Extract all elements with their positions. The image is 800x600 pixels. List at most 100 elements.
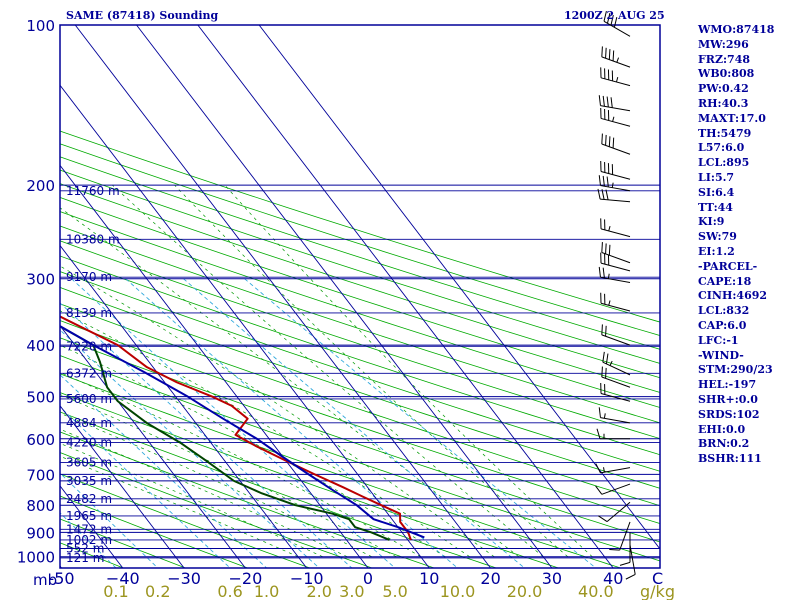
- height-label: 1472 m: [66, 522, 112, 536]
- wind-barb: [600, 292, 631, 312]
- wind-barb-feather: [606, 12, 611, 24]
- dry-adiabat: [60, 495, 248, 568]
- moist-adiabat: [224, 184, 593, 557]
- index-item: WMO:87418: [698, 23, 775, 36]
- index-item: TT:44: [698, 200, 733, 214]
- index-item: PW:0.42: [698, 82, 749, 96]
- wind-barb-staff: [601, 252, 631, 264]
- dry-adiabat: [60, 411, 497, 568]
- index-item: SRDS:102: [698, 407, 760, 421]
- mixing-ratio-label: 0.6: [217, 582, 242, 600]
- wind-barb-staff: [600, 228, 631, 238]
- wind-barb-feather: [601, 189, 605, 200]
- height-label: 1965 m: [66, 509, 112, 523]
- temperature-label: 20: [480, 569, 500, 588]
- mixing-ratio-unit-label: g/kg: [640, 582, 675, 600]
- index-item: -PARCEL-: [698, 259, 758, 273]
- wind-barb-feather: [609, 548, 620, 551]
- index-item: BRN:0.2: [698, 437, 750, 451]
- wind-barb-staff: [601, 376, 631, 388]
- wind-barb-feather: [597, 188, 601, 200]
- wind-barb: [598, 407, 631, 424]
- isotherm: [60, 324, 246, 568]
- pressure-label: 1000: [17, 549, 55, 567]
- wind-barb: [601, 46, 631, 68]
- isotherm: [60, 405, 185, 568]
- height-label: 8139 m: [66, 306, 112, 320]
- mixing-ratio-label: 0.1: [103, 582, 128, 600]
- wind-barb-half-feather: [616, 57, 620, 63]
- wind-barb-feather: [606, 176, 609, 188]
- mixing-ratio-line: [244, 278, 597, 568]
- pressure-unit-label: mb: [33, 571, 57, 589]
- parcel-profile: [60, 325, 425, 539]
- index-item: SW:79: [698, 230, 737, 244]
- wind-barb-staff: [602, 361, 631, 376]
- dry-adiabat: [60, 183, 660, 379]
- pressure-label: 700: [26, 466, 55, 484]
- mixing-ratio-label: 2.0: [307, 582, 332, 600]
- index-item: CAP:6.0: [698, 318, 747, 332]
- index-item: STM:290/23: [698, 363, 773, 377]
- wind-barb: [597, 188, 631, 203]
- wind-barb-staff: [600, 467, 631, 474]
- wind-barb: [598, 501, 631, 522]
- pressure-label: 200: [26, 177, 55, 195]
- index-item: MAXT:17.0: [698, 111, 766, 125]
- dry-adiabat: [60, 473, 310, 568]
- moist-adiabat: [112, 184, 544, 558]
- index-item: RH:40.3: [698, 96, 749, 110]
- mixing-ratio-line: [183, 278, 525, 568]
- wind-barb: [625, 544, 636, 580]
- moist-adiabat: [60, 412, 372, 558]
- wind-barb-feather: [598, 175, 601, 186]
- station-title: SAME (87418) Sounding: [66, 9, 219, 22]
- wind-barb-feather: [625, 573, 636, 580]
- wind-barb-feather: [601, 242, 603, 253]
- wind-barb: [598, 95, 631, 112]
- mixing-ratio-label: 10.0: [440, 582, 476, 600]
- wind-barb: [603, 10, 631, 37]
- index-item: SHR+:0.0: [698, 392, 758, 406]
- dry-adiabat: [60, 271, 660, 472]
- wind-barb-feather: [612, 137, 615, 149]
- wind-barb-staff: [619, 521, 631, 551]
- mixing-ratio-label: 20.0: [507, 582, 543, 600]
- index-item: -WIND-: [698, 348, 744, 362]
- wind-barb-staff: [600, 392, 631, 402]
- pressure-label: 500: [26, 389, 55, 407]
- wind-barb-staff: [600, 276, 631, 284]
- wind-barb-feather: [612, 50, 615, 61]
- index-item: BSHR:111: [698, 452, 762, 466]
- wind-barb-feather: [602, 95, 605, 107]
- isotherm: [60, 565, 62, 568]
- wind-barb-staff: [600, 77, 631, 87]
- height-label: 11760 m: [66, 184, 120, 198]
- wind-barb: [595, 483, 631, 495]
- wind-barb-feather: [619, 561, 631, 566]
- mixing-ratio-label: 3.0: [339, 582, 364, 600]
- plot-area: [60, 25, 660, 568]
- wind-barb-feather: [605, 367, 607, 379]
- index-item: CINH:4692: [698, 289, 768, 303]
- index-item: TH:5479: [698, 126, 752, 140]
- dry-adiabat: [60, 169, 660, 364]
- dry-adiabat: [60, 287, 660, 489]
- mixing-ratio-line: [60, 302, 353, 568]
- temperature-profile: [60, 315, 412, 541]
- wind-barb-staff: [600, 170, 631, 180]
- temperature-label: −10: [290, 569, 324, 588]
- index-item: EI:1.2: [698, 244, 735, 258]
- valid-time: 1200Z 2 AUG 25: [564, 9, 665, 22]
- wind-barb-staff: [601, 56, 631, 68]
- wind-barb-feather: [595, 485, 603, 495]
- dry-adiabat: [60, 143, 660, 336]
- wind-barb-feather: [605, 353, 609, 364]
- height-label: 3035 m: [66, 474, 112, 488]
- temperature-label: 30: [542, 569, 562, 588]
- isotherm: [60, 244, 308, 568]
- wind-barb-half-feather: [608, 300, 611, 306]
- dry-adiabat: [60, 431, 435, 568]
- wind-barb: [601, 324, 631, 346]
- dry-adiabat: [60, 303, 660, 507]
